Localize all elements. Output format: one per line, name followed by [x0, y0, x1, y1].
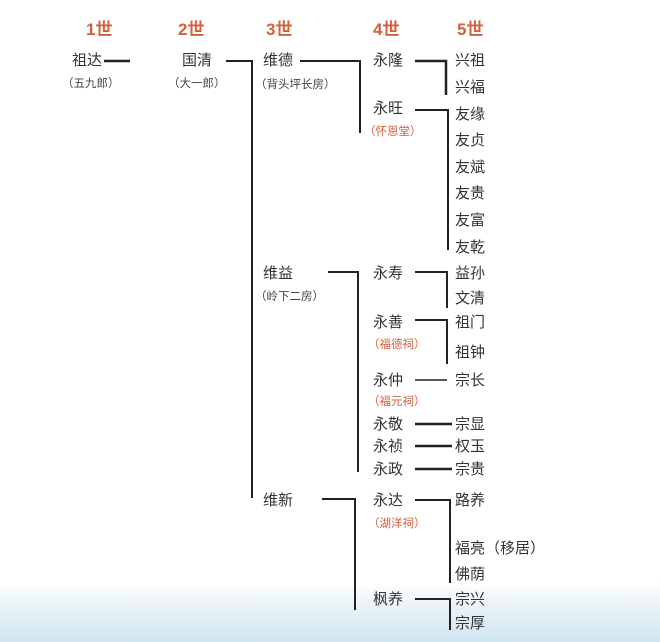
- generation-header-2: 2世: [178, 20, 205, 39]
- person-gen5: 宗厚: [455, 614, 486, 632]
- watercolor-background: [0, 582, 660, 642]
- person-gen5: 宗显: [455, 415, 486, 433]
- person-gen5: 兴祖: [455, 51, 486, 69]
- person-gen5: 路养: [455, 491, 486, 509]
- person-gen5: 友贵: [455, 184, 486, 202]
- person-gen5: 益孙: [455, 264, 486, 282]
- person-gen5: 文清: [455, 289, 486, 307]
- person-gen5: 友乾: [455, 238, 486, 256]
- person-gen1-note: （五九郎）: [62, 76, 120, 90]
- generation-header-5: 5世: [457, 20, 484, 39]
- person-gen3: 维德: [263, 51, 294, 69]
- person-gen5: 友贞: [455, 131, 486, 149]
- generation-header-1: 1世: [86, 20, 113, 39]
- person-gen2-note: （大一郎）: [168, 76, 226, 90]
- person-gen5: 友富: [455, 211, 486, 229]
- person-gen2: 国清: [182, 51, 213, 69]
- ancestral-hall-label: （湖洋祠）: [368, 516, 426, 530]
- ancestral-hall-label: （福元祠）: [368, 394, 426, 408]
- person-gen5: 祖钟: [455, 343, 486, 361]
- person-gen4: 永达: [373, 491, 404, 509]
- person-gen4: 永祯: [373, 437, 404, 455]
- generation-header-4: 4世: [373, 20, 400, 39]
- person-gen3-note: （岭下二房）: [255, 289, 324, 303]
- person-gen5: 宗兴: [455, 590, 486, 608]
- person-gen5: 宗长: [455, 371, 486, 389]
- generation-header-3: 3世: [266, 20, 293, 39]
- person-gen5: 佛荫: [455, 565, 486, 583]
- person-gen4: 枫养: [373, 590, 404, 608]
- person-gen4: 永敬: [373, 415, 404, 433]
- person-gen5: 祖门: [455, 313, 486, 331]
- person-gen4: 永善: [373, 313, 404, 331]
- person-gen5: 福亮（移居）: [455, 539, 546, 557]
- ancestral-hall-label: （福德祠）: [368, 337, 426, 351]
- person-gen4: 永隆: [373, 51, 404, 69]
- ancestral-hall-label: （怀恩堂）: [364, 124, 422, 138]
- person-gen5: 权玉: [455, 437, 486, 455]
- person-gen3-note: （背头坪长房）: [255, 77, 336, 91]
- person-gen5: 兴福: [455, 78, 486, 96]
- person-gen3: 维益: [263, 264, 294, 282]
- person-gen5: 宗贵: [455, 460, 486, 478]
- person-gen4: 永仲: [373, 371, 404, 389]
- person-gen1: 祖达: [72, 51, 103, 69]
- person-gen4: 永寿: [373, 264, 404, 282]
- person-gen4: 永旺: [373, 99, 404, 117]
- person-gen5: 友斌: [455, 158, 486, 176]
- person-gen4: 永政: [373, 460, 404, 478]
- person-gen5: 友缘: [455, 105, 486, 123]
- person-gen3: 维新: [263, 491, 294, 509]
